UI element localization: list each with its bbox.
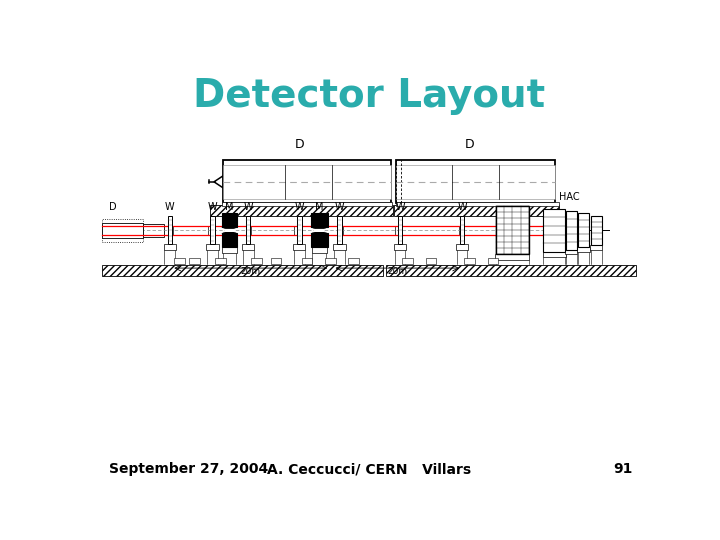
Bar	[222, 202, 392, 206]
Polygon shape	[386, 265, 636, 276]
Bar	[396, 165, 555, 199]
Bar	[315, 229, 325, 232]
Bar	[402, 258, 413, 264]
Text: D: D	[294, 138, 304, 151]
Bar	[565, 249, 577, 254]
Bar	[543, 252, 566, 256]
Bar	[102, 222, 143, 238]
Bar	[311, 213, 328, 227]
Bar	[396, 160, 555, 204]
Text: 20m: 20m	[387, 267, 408, 276]
Bar	[396, 202, 559, 206]
Bar	[544, 209, 565, 252]
Bar	[206, 244, 219, 249]
Text: D: D	[465, 138, 474, 151]
Bar	[343, 226, 395, 235]
Bar	[590, 245, 602, 249]
Polygon shape	[214, 176, 223, 188]
Bar	[293, 244, 305, 249]
Bar	[223, 165, 391, 199]
Bar	[173, 226, 208, 235]
Bar	[495, 254, 529, 260]
Bar	[312, 247, 327, 253]
Text: A. Ceccucci/ CERN   Villars: A. Ceccucci/ CERN Villars	[267, 462, 471, 476]
Bar	[577, 247, 590, 252]
Bar	[271, 258, 282, 264]
Bar	[348, 258, 359, 264]
Bar	[578, 213, 589, 247]
Text: W: W	[243, 202, 253, 212]
Text: W: W	[294, 202, 304, 212]
Bar	[251, 258, 262, 264]
Polygon shape	[222, 227, 238, 229]
Polygon shape	[311, 232, 328, 233]
Bar	[168, 217, 172, 244]
Text: W: W	[335, 202, 344, 212]
Bar	[426, 258, 436, 264]
Text: 91: 91	[613, 462, 632, 476]
Bar	[333, 244, 346, 249]
Bar	[566, 211, 577, 249]
Bar	[222, 213, 238, 227]
Text: W: W	[395, 202, 405, 212]
Polygon shape	[311, 227, 328, 229]
Text: HAC: HAC	[559, 192, 580, 201]
Bar	[223, 160, 391, 204]
Bar	[174, 258, 184, 264]
Text: Detector Layout: Detector Layout	[193, 77, 545, 114]
Bar	[102, 219, 143, 242]
Text: September 27, 2004: September 27, 2004	[109, 462, 269, 476]
Bar	[246, 217, 251, 244]
Bar	[210, 217, 215, 244]
Bar	[464, 258, 475, 264]
Bar	[143, 224, 164, 237]
Bar	[397, 217, 402, 244]
Bar	[297, 217, 302, 244]
Text: 20m: 20m	[240, 267, 261, 276]
Bar	[402, 226, 459, 235]
Bar	[251, 226, 294, 235]
Bar	[302, 258, 312, 264]
Polygon shape	[210, 205, 393, 215]
Bar	[456, 244, 468, 249]
Bar	[163, 244, 176, 249]
Bar	[459, 217, 464, 244]
Text: D: D	[109, 201, 117, 212]
Text: M: M	[315, 202, 324, 212]
Bar	[311, 233, 328, 247]
Polygon shape	[222, 232, 238, 233]
Polygon shape	[102, 265, 383, 276]
Bar	[496, 206, 528, 254]
Text: M: M	[225, 202, 234, 212]
Text: LKr: LKr	[506, 187, 522, 197]
Bar	[394, 244, 406, 249]
Bar	[337, 217, 342, 244]
Bar	[487, 258, 498, 264]
Bar	[590, 215, 601, 245]
Bar	[222, 233, 238, 247]
Bar	[222, 247, 238, 253]
Text: W: W	[165, 202, 175, 212]
Bar	[242, 244, 254, 249]
Bar	[225, 229, 234, 232]
Bar	[189, 258, 200, 264]
Text: W: W	[457, 202, 467, 212]
Polygon shape	[394, 205, 559, 215]
Text: W: W	[207, 202, 217, 212]
Bar	[325, 258, 336, 264]
Bar	[215, 258, 225, 264]
